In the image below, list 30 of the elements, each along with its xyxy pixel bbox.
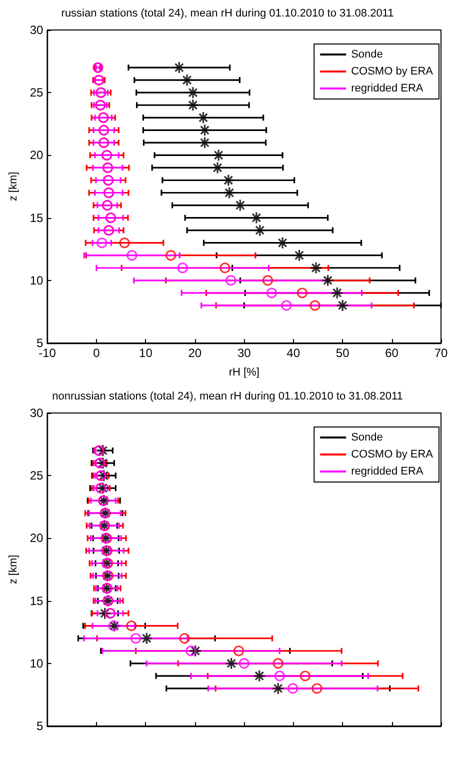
y-tick-label: 30 <box>30 406 44 420</box>
y-tick-label: 20 <box>30 531 44 546</box>
y-tick-label: 5 <box>36 719 44 733</box>
y-tick-label: 25 <box>30 86 44 100</box>
x-tick-label: 50 <box>336 346 350 360</box>
legend-label: regridded ERA <box>351 466 424 478</box>
x-tick-label: 0 <box>93 346 100 360</box>
chart-title: russian stations (total 24), mean rH during 01.10.2010 to 31.08.2011 <box>61 8 394 20</box>
legend-label: Sonde <box>351 432 383 444</box>
y-tick-label: 10 <box>30 656 44 670</box>
y-axis-title: z [km] <box>8 172 20 202</box>
chart-title: nonrussian stations (total 24), mean rH during 01.10.2010 to 31.08.2011 <box>52 390 403 402</box>
legend-label: COSMO by ERA <box>351 66 434 78</box>
x-tick-label: 30 <box>237 346 252 360</box>
y-tick-label: 20 <box>30 148 44 162</box>
x-tick-label: 20 <box>188 346 202 360</box>
x-tick-label: 70 <box>434 346 448 360</box>
x-tick-label: 10 <box>139 346 153 360</box>
x-tick-label: 40 <box>286 346 300 360</box>
legend-label: Sonde <box>351 48 383 60</box>
y-tick-label: 30 <box>30 23 44 37</box>
x-axis-title: rH [%] <box>228 366 260 378</box>
legend-label: COSMO by ERA <box>351 448 434 460</box>
y-tick-label: 25 <box>30 468 44 483</box>
y-tick-label: 10 <box>30 273 44 288</box>
legend-label: regridded ERA <box>351 82 424 94</box>
y-tick-label: 15 <box>30 210 44 225</box>
x-tick-label: 60 <box>385 346 399 360</box>
y-axis-title: z [km] <box>8 554 20 584</box>
y-tick-label: 15 <box>30 594 44 608</box>
